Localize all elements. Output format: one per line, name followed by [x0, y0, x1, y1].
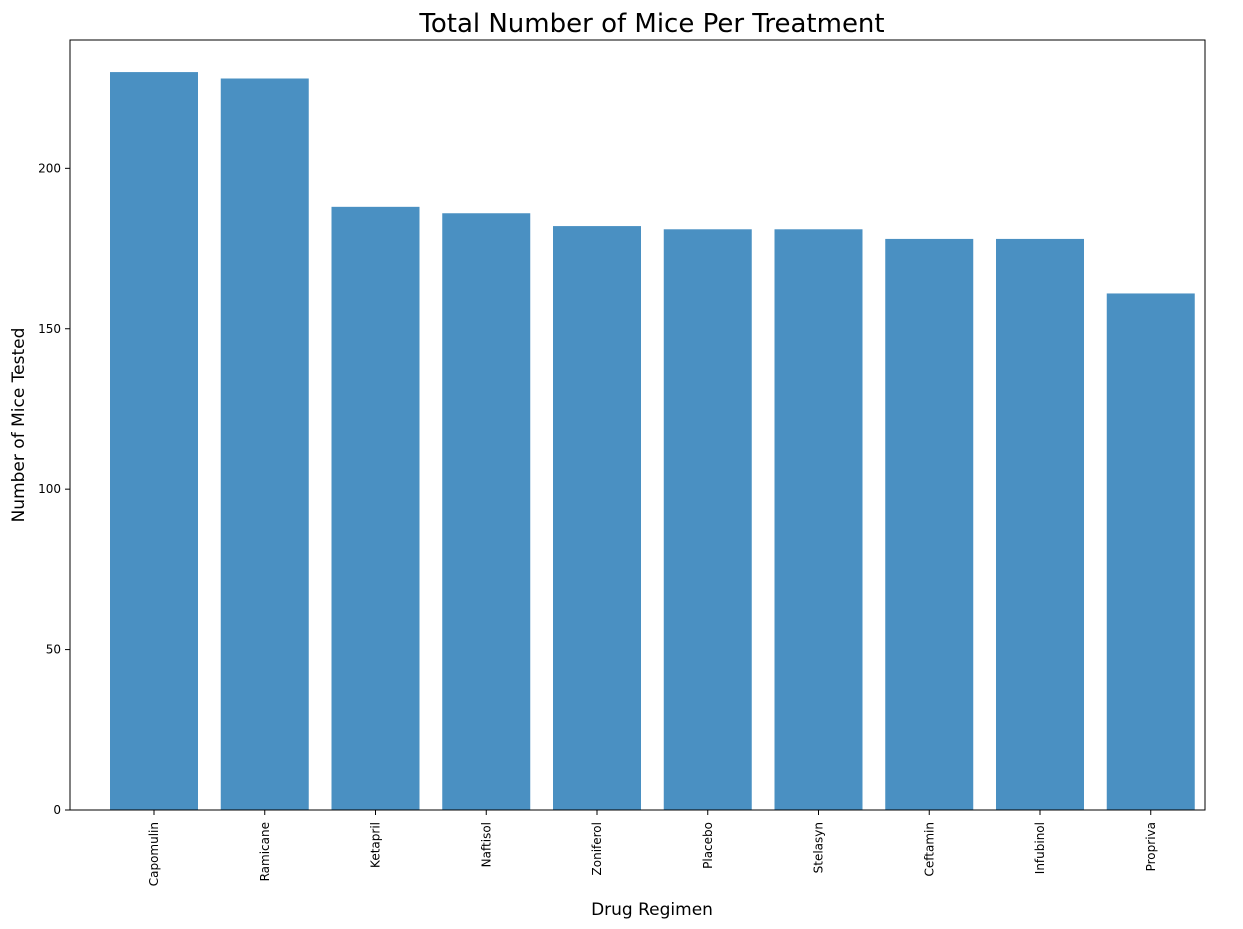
x-tick-label: Infubinol	[1033, 822, 1047, 874]
bar-propriva	[1106, 293, 1195, 810]
bar-ceftamin	[885, 238, 974, 810]
y-tick-label: 150	[38, 322, 61, 336]
y-tick-label: 0	[53, 803, 61, 817]
bar-capomulin	[110, 72, 198, 811]
chart-title: Total Number of Mice Per Treatment	[418, 9, 884, 39]
bar-ramicane	[220, 78, 309, 810]
bar-stelasyn	[774, 229, 863, 810]
x-tick-label: Naftisol	[479, 822, 493, 867]
x-tick-label: Ceftamin	[922, 822, 936, 876]
x-axis-label: Drug Regimen	[591, 900, 713, 920]
bars-group	[110, 72, 1195, 811]
x-tick-label: Ramicane	[258, 822, 272, 881]
bar-zoniferol	[553, 226, 641, 811]
y-tick-label: 200	[38, 161, 61, 175]
y-axis-label: Number of Mice Tested	[9, 328, 29, 523]
bar-infubinol	[996, 238, 1084, 810]
bar-placebo	[663, 229, 752, 810]
x-tick-label: Stelasyn	[812, 822, 826, 873]
y-tick-label: 100	[38, 482, 61, 496]
x-axis: Capomulin Ramicane Ketapril Naftisol Zonifer…	[147, 810, 1158, 886]
x-tick-label: Placebo	[701, 822, 715, 869]
x-tick-label: Ketapril	[369, 822, 383, 868]
plot-frame	[69, 39, 1206, 811]
bar-ketapril	[331, 206, 420, 811]
x-tick-label: Propriva	[1144, 822, 1158, 871]
y-axis: 0 50 100 150 200	[38, 161, 70, 817]
bar-naftisol	[442, 213, 531, 810]
y-tick-label: 50	[46, 643, 61, 657]
x-tick-label: Zoniferol	[590, 822, 604, 875]
x-tick-label: Capomulin	[147, 822, 161, 886]
